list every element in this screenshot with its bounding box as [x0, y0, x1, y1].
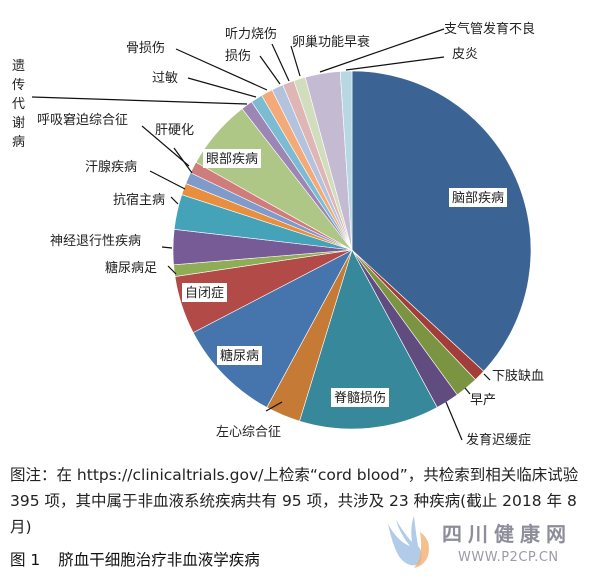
leader-line: [464, 387, 471, 395]
slice-label: 传: [12, 78, 25, 93]
pie-slice: [299, 249, 438, 430]
slice-label: 皮炎: [452, 47, 478, 62]
label-background: [217, 346, 262, 365]
figure-title-text: 脐血干细胞治疗非血液学疾病: [58, 551, 260, 569]
slice-label: 遗: [12, 59, 25, 74]
leader-line: [265, 401, 283, 412]
figure-caption: 图注：在 https://clinicaltrials.gov/上检索“cord…: [10, 466, 579, 536]
leader-line: [161, 246, 173, 249]
slice-label: 糖尿病足: [105, 260, 157, 276]
pie-slice: [339, 70, 353, 251]
leader-line: [175, 48, 268, 91]
leader-line: [31, 96, 248, 105]
slice-label: 左心综合征: [216, 425, 281, 440]
slice-label: 自闭症: [185, 286, 224, 301]
pie-slice: [351, 70, 532, 372]
slice-label: 下肢缺血: [492, 368, 544, 384]
leader-line: [445, 401, 463, 441]
leader-line: [141, 125, 190, 167]
leader-line: [170, 196, 179, 205]
slice-label: 脊髓损伤: [334, 391, 386, 406]
label-background: [331, 388, 389, 407]
slice-label: 损伤: [225, 49, 251, 64]
figure-number: 图 1: [10, 551, 41, 569]
phoenix-logo-icon: [388, 516, 429, 568]
leader-line: [483, 373, 491, 381]
slice-label: 支气管发育不良: [444, 21, 535, 37]
leader-line: [319, 28, 445, 73]
slice-label: 糖尿病: [220, 348, 259, 364]
label-background: [203, 149, 261, 168]
slice-label: 过敏: [152, 71, 178, 86]
slice-label: 脑部疾病: [452, 191, 504, 206]
slice-label: 代: [12, 97, 25, 112]
slice-label: 汗腺疾病: [85, 160, 137, 175]
slice-label: 神经退行性疾病: [50, 234, 141, 249]
slice-label: 呼吸窘迫综合征: [37, 113, 128, 128]
watermark-title: 四川健康网: [442, 522, 572, 546]
leader-line: [290, 45, 301, 77]
pie-slices: [172, 70, 532, 430]
label-background: [182, 283, 227, 302]
slice-label: 发育迟缓症: [466, 432, 531, 448]
slice-label: 卵巢功能早衰: [292, 34, 370, 50]
slice-label: 病: [12, 135, 25, 150]
leader-line: [259, 55, 281, 85]
figure-title: 图 1 脐血干细胞治疗非血液学疾病: [10, 548, 260, 570]
slice-label: 抗宿主病: [113, 192, 165, 208]
slice-label: 听力烧伤: [225, 27, 277, 42]
label-background: [449, 188, 507, 207]
callout-leader-lines: [31, 28, 491, 441]
watermark: 四川健康网 WWW.P2CP.CN: [380, 516, 595, 578]
leader-line: [345, 56, 445, 71]
watermark-url: WWW.P2CP.CN: [458, 550, 559, 565]
leader-line: [167, 265, 177, 275]
slice-label: 早产: [470, 393, 496, 408]
slice-label: 眼部疾病: [206, 152, 258, 167]
slice-label: 谢: [12, 115, 25, 131]
slice-label: 骨损伤: [126, 41, 165, 56]
leader-line: [271, 43, 290, 82]
leader-line: [149, 170, 186, 190]
pie-slice: [192, 249, 353, 408]
leader-line: [187, 77, 257, 98]
slice-label: 肝硬化: [155, 123, 194, 138]
